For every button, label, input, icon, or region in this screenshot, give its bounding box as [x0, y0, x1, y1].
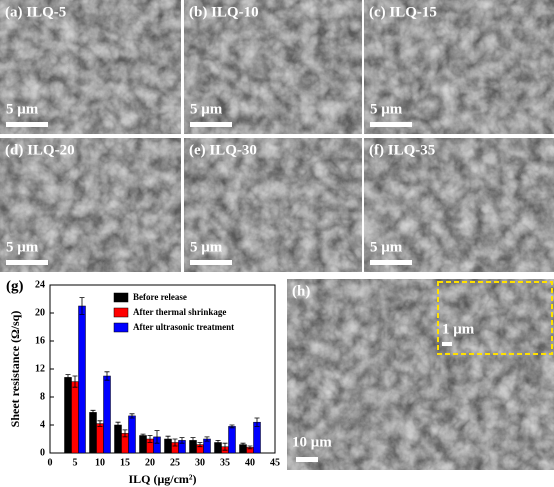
error-bar — [254, 417, 260, 427]
inset-frame — [437, 281, 553, 355]
panel-label: (d) ILQ-20 — [5, 142, 75, 158]
panel-label: (f) ILQ-35 — [369, 142, 435, 158]
error-bar — [65, 374, 71, 381]
error-bar — [79, 297, 85, 315]
bar — [103, 375, 111, 454]
legend-label: After thermal shrinkage — [133, 307, 226, 317]
panel-label: (a) ILQ-5 — [5, 4, 66, 20]
scale-bar — [370, 122, 412, 127]
scale-label: 5 μm — [190, 239, 223, 255]
error-bar — [229, 424, 235, 429]
panel-label: (h) — [292, 283, 310, 299]
scale-bar — [6, 260, 48, 265]
y-tick-label: 12 — [35, 363, 45, 374]
x-tick-label: 25 — [170, 457, 180, 468]
x-tick-label: 35 — [220, 457, 230, 468]
error-bar — [172, 438, 178, 447]
error-bar — [190, 437, 196, 444]
error-bar — [97, 420, 103, 427]
inset-image-fibers — [438, 282, 552, 354]
scale-bar — [190, 122, 232, 127]
x-tick-label: 45 — [270, 457, 280, 468]
error-bar — [90, 409, 96, 415]
sem-image-fibers — [0, 0, 181, 134]
bar — [71, 381, 79, 454]
y-axis-label: Sheet resistance (Ω/sq) — [8, 311, 22, 428]
panel-label: (c) ILQ-15 — [369, 4, 437, 20]
bar — [253, 421, 261, 454]
error-bar — [215, 440, 221, 445]
error-bar — [165, 435, 171, 443]
error-bar — [222, 442, 228, 451]
legend-swatch — [113, 322, 129, 333]
scale-bar — [370, 260, 412, 265]
scale-label: 5 μm — [6, 239, 39, 255]
panel-label: (b) ILQ-10 — [189, 4, 259, 20]
inset-scale-bar — [442, 342, 452, 346]
x-tick-label: 15 — [120, 457, 130, 468]
error-bar — [147, 435, 153, 443]
legend-label: After ultrasonic treatment — [133, 322, 234, 332]
error-bar — [72, 375, 78, 388]
sem-image-fibers — [184, 138, 362, 272]
scale-bar — [296, 457, 318, 462]
bar — [114, 424, 122, 454]
scale-bar — [6, 122, 48, 127]
inset-scale-label: 1 μm — [442, 321, 475, 337]
scale-label: 10 μm — [292, 434, 332, 450]
scale-label: 5 μm — [370, 101, 403, 117]
error-bar — [197, 442, 203, 448]
y-tick-label: 16 — [35, 335, 45, 346]
legend-swatch — [113, 292, 129, 303]
x-tick-label: 10 — [95, 457, 105, 468]
bar — [128, 415, 136, 454]
x-tick-label: 40 — [245, 457, 255, 468]
panel-label: (g) — [6, 278, 24, 294]
error-bar — [104, 371, 110, 381]
x-tick-label: 0 — [48, 457, 53, 468]
error-bar — [240, 442, 246, 447]
error-bar — [154, 430, 160, 444]
scale-label: 5 μm — [190, 101, 223, 117]
x-axis-label: ILQ (μg/cm²) — [128, 472, 196, 486]
bar — [228, 426, 236, 454]
scale-label: 5 μm — [6, 101, 39, 117]
error-bar — [179, 437, 185, 444]
y-tick-label: 0 — [40, 447, 45, 458]
sem-image-fibers — [364, 138, 554, 272]
error-bar — [115, 421, 121, 429]
scale-bar — [190, 260, 232, 265]
error-bar — [129, 413, 135, 419]
error-bar — [122, 429, 128, 438]
y-tick-label: 24 — [35, 279, 45, 290]
legend-label: Before release — [133, 292, 187, 302]
x-tick-label: 5 — [73, 457, 78, 468]
bar — [96, 423, 104, 454]
sem-image-fibers — [364, 0, 554, 134]
bar — [64, 377, 72, 454]
x-tick-label: 30 — [195, 457, 205, 468]
error-bar — [204, 436, 210, 442]
y-tick-label: 4 — [40, 419, 45, 430]
sem-image-fibers — [0, 138, 181, 272]
y-tick-label: 20 — [35, 307, 45, 318]
bar — [139, 435, 147, 454]
scale-label: 5 μm — [370, 239, 403, 255]
bar — [78, 305, 86, 454]
sem-image-fibers — [184, 0, 362, 134]
legend-swatch — [113, 307, 129, 318]
y-tick-label: 8 — [40, 391, 45, 402]
x-tick-label: 20 — [145, 457, 155, 468]
error-bar — [140, 433, 146, 438]
error-bar — [247, 445, 253, 450]
bar — [89, 412, 97, 454]
panel-label: (e) ILQ-30 — [189, 142, 257, 158]
